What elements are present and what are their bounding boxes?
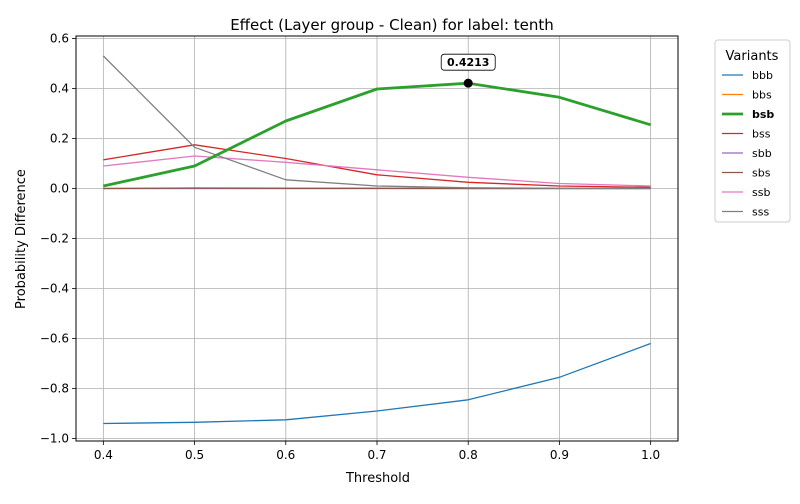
legend-label-bbb: bbb — [752, 69, 773, 82]
legend-label-bss: bss — [752, 128, 771, 141]
y-tick-label: 0.4 — [50, 82, 69, 96]
y-tick-label: −0.2 — [40, 232, 69, 246]
x-tick-label: 0.5 — [185, 448, 204, 462]
annotation: 0.4213 — [440, 53, 496, 88]
x-tick-label: 0.9 — [550, 448, 569, 462]
x-tick-label: 0.6 — [276, 448, 295, 462]
grid — [76, 36, 678, 441]
y-tick-label: 0.2 — [50, 132, 69, 146]
series-line-bbb — [103, 342, 651, 425]
series-line-bsb — [103, 81, 652, 188]
legend: Variants bbb bbs bsb bss sbb sbs ssb sss — [714, 39, 791, 223]
annotation-label: 0.4213 — [447, 56, 489, 69]
legend-label-bbs: bbs — [752, 89, 772, 102]
x-tick-label: 0.4 — [94, 448, 113, 462]
legend-label-sbb: sbb — [752, 147, 772, 160]
series-line-bss — [103, 144, 651, 188]
x-tick-label: 1.0 — [641, 448, 660, 462]
series-line-ssb — [103, 155, 651, 187]
y-axis-label: Probability Difference — [14, 169, 29, 309]
legend-label-sss: sss — [752, 206, 769, 219]
x-axis-label: Threshold — [345, 471, 410, 486]
legend-box — [714, 39, 791, 223]
y-tick-label: 0.6 — [50, 32, 69, 46]
annotation-point — [463, 78, 473, 88]
y-tick-label: 0.0 — [50, 182, 69, 196]
legend-label-bsb: bsb — [752, 108, 774, 121]
chart-title: Effect (Layer group - Clean) for label: … — [230, 16, 554, 34]
legend-label-sbs: sbs — [752, 167, 771, 180]
axes: 0.4 0.5 0.6 0.7 0.8 0.9 1.0 0.6 0.4 0.2 0.0 −0.2 −0.… — [40, 32, 660, 463]
y-tick-label: −1.0 — [40, 432, 69, 446]
y-tick-label: −0.4 — [40, 282, 69, 296]
y-tick-label: −0.6 — [40, 332, 69, 346]
legend-title: Variants — [726, 49, 779, 64]
x-tick-label: 0.8 — [459, 448, 478, 462]
y-tick-label: −0.8 — [40, 382, 69, 396]
series-line-sss — [102, 55, 651, 190]
series-lines — [102, 55, 652, 425]
x-tick-label: 0.7 — [367, 448, 386, 462]
legend-label-ssb: ssb — [752, 186, 770, 199]
annotation-box — [440, 53, 496, 71]
